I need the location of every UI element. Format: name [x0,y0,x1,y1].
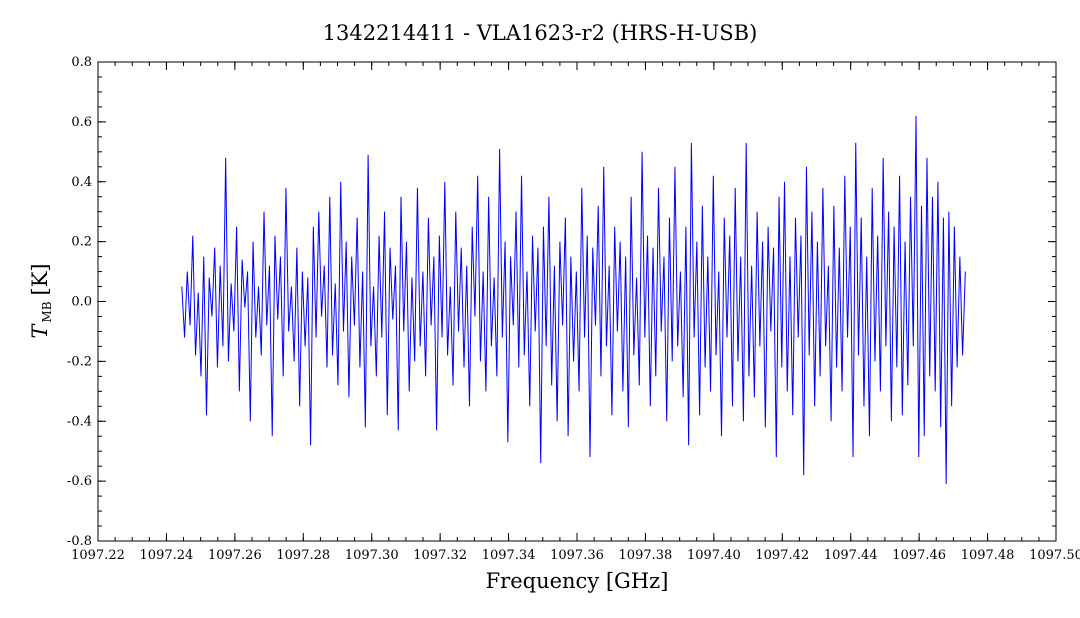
chart-title: 1342214411 - VLA1623-r2 (HRS-H-USB) [323,21,758,45]
y-axis-label-unit: [K] [28,263,52,295]
x-tick-label: 1097.22 [71,548,125,563]
y-axis-label-main: T [28,323,52,339]
y-tick-label: 0.4 [71,175,92,190]
x-tick-label: 1097.36 [550,548,604,563]
x-tick-label: 1097.32 [413,548,467,563]
x-tick-label: 1097.40 [687,548,741,563]
x-tick-label: 1097.44 [824,548,878,563]
x-tick-label: 1097.34 [482,548,536,563]
x-tick-label: 1097.48 [961,548,1015,563]
y-axis-label: TMB [K] [28,263,54,338]
x-tick-label: 1097.42 [755,548,809,563]
y-tick-label: 0.2 [71,235,92,250]
y-tick-label: 0.8 [71,55,92,70]
y-axis-label-sub: MB [40,301,54,322]
y-tick-label: -0.4 [67,414,92,429]
x-axis-ticks: 1097.22 1097.24 1097.26 1097.28 1097.30 1097.… [71,62,1080,563]
y-tick-label: -0.8 [67,534,92,549]
x-tick-label: 1097.28 [276,548,330,563]
x-axis-label: Frequency [GHz] [486,569,669,593]
y-tick-label: 0.6 [71,115,92,130]
x-tick-label: 1097.38 [619,548,673,563]
x-tick-label: 1097.46 [892,548,946,563]
spectrum-series-line [181,115,966,485]
series-layer [181,115,966,485]
x-tick-label: 1097.30 [345,548,399,563]
x-tick-label: 1097.50 [1029,548,1080,563]
x-tick-label: 1097.24 [140,548,194,563]
x-tick-label: 1097.26 [208,548,262,563]
y-tick-label: -0.2 [67,354,92,369]
y-tick-label: -0.6 [67,474,92,489]
y-tick-label: 0.0 [71,295,92,310]
y-axis-ticks: -0.8 -0.6 -0.4 -0.2 0.0 0.2 0.4 0.6 0.8 [67,55,1056,549]
